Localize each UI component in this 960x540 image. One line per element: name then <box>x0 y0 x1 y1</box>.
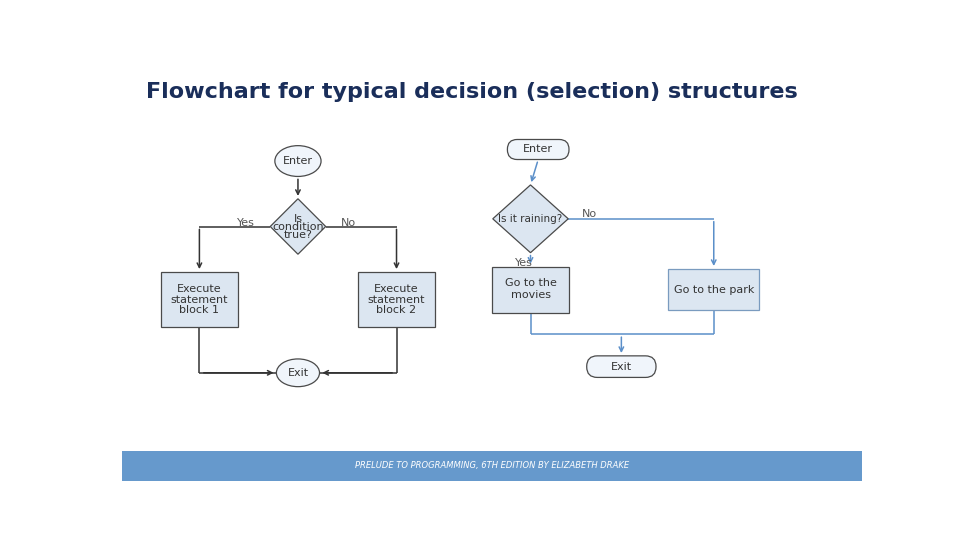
Text: Yes: Yes <box>237 218 254 228</box>
Bar <box>161 272 238 327</box>
Bar <box>358 272 435 327</box>
Bar <box>668 269 759 310</box>
Text: Go to the park: Go to the park <box>674 285 754 295</box>
Bar <box>123 451 861 481</box>
Text: block 1: block 1 <box>180 306 220 315</box>
Text: statement: statement <box>368 295 425 305</box>
Text: Execute: Execute <box>177 284 222 294</box>
Text: true?: true? <box>283 230 312 240</box>
Text: Go to the: Go to the <box>505 278 557 288</box>
Ellipse shape <box>276 359 320 387</box>
Text: No: No <box>582 209 597 219</box>
Text: PRELUDE TO PROGRAMMING, 6TH EDITION BY ELIZABETH DRAKE: PRELUDE TO PROGRAMMING, 6TH EDITION BY E… <box>355 462 629 470</box>
Bar <box>492 267 569 313</box>
Text: No: No <box>341 218 356 228</box>
Text: condition: condition <box>272 221 324 232</box>
Polygon shape <box>492 185 568 253</box>
Text: Exit: Exit <box>611 362 632 372</box>
FancyBboxPatch shape <box>508 139 569 159</box>
Text: movies: movies <box>511 290 550 300</box>
FancyBboxPatch shape <box>587 356 656 377</box>
Polygon shape <box>271 199 325 254</box>
Text: statement: statement <box>171 295 228 305</box>
Text: Execute: Execute <box>374 284 419 294</box>
Text: Exit: Exit <box>287 368 308 378</box>
Text: Yes: Yes <box>516 259 533 268</box>
Text: Flowchart for typical decision (selection) structures: Flowchart for typical decision (selectio… <box>146 82 797 102</box>
Text: Enter: Enter <box>523 145 553 154</box>
Ellipse shape <box>275 146 321 177</box>
Text: block 2: block 2 <box>376 306 417 315</box>
Text: Is it raining?: Is it raining? <box>498 214 563 224</box>
Text: Is: Is <box>294 214 302 224</box>
Text: Enter: Enter <box>283 156 313 166</box>
